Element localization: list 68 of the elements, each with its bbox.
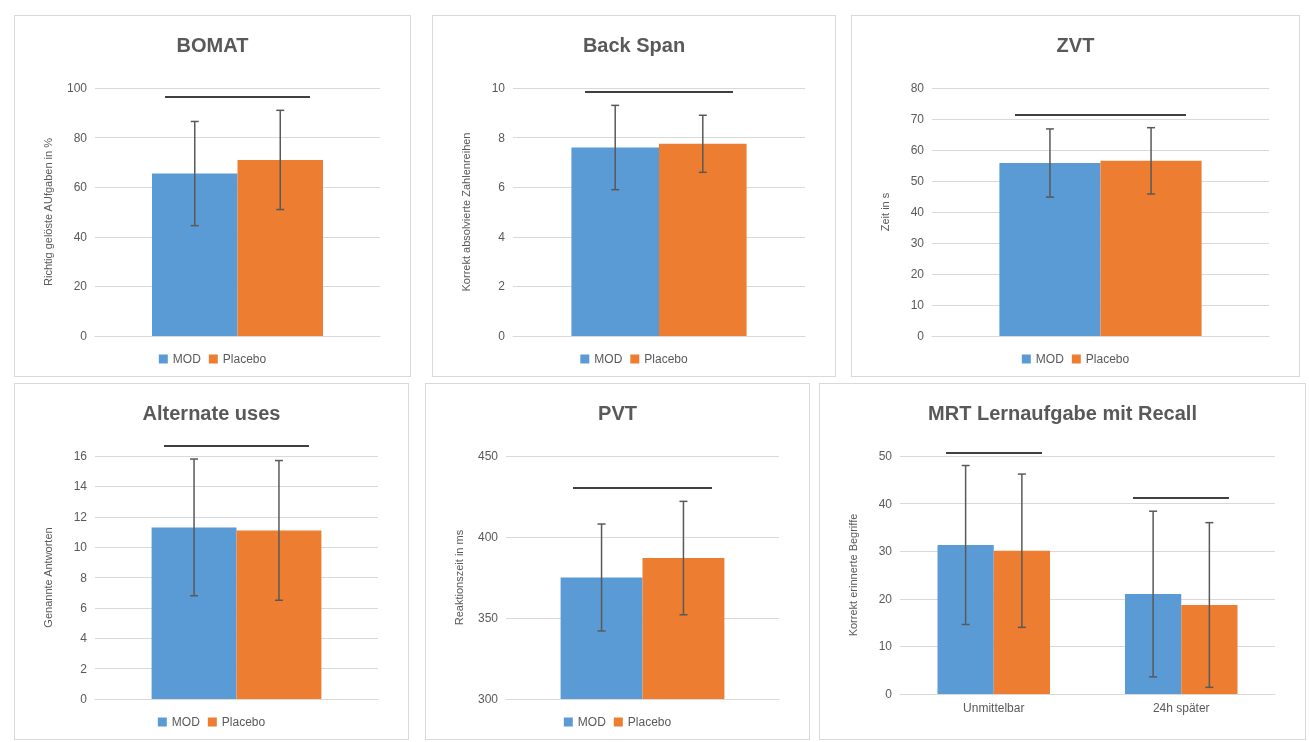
y-tick-label: 350 (477, 611, 499, 625)
y-tick-label: 4 (80, 631, 88, 646)
y-tick-label: 450 (477, 449, 499, 463)
chart-title: Back Span (582, 34, 686, 56)
chart-title: Alternate uses (142, 402, 281, 424)
bar (1125, 594, 1182, 694)
y-tick-label: 16 (73, 449, 88, 463)
y-axis-title: Reaktionszeit in ms (452, 529, 465, 626)
y-tick-label: 70 (910, 112, 925, 126)
y-tick-label: 80 (73, 130, 88, 145)
legend-label: Placebo (1085, 352, 1130, 366)
legend-label: MOD (577, 715, 607, 729)
bar (937, 545, 994, 694)
y-tick-label: 8 (80, 570, 88, 585)
y-tick-label: 30 (910, 236, 925, 250)
bar (1181, 604, 1238, 694)
y-tick-label: 12 (73, 509, 88, 524)
y-axis-title: Richtig gelöste AUfgaben in % (41, 137, 54, 286)
y-tick-label: 0 (498, 329, 506, 343)
y-axis-title: Korrekt absolvierte Zahlenreihen (459, 132, 472, 292)
y-tick-label: 40 (73, 229, 88, 244)
legend-label: MOD (594, 352, 623, 366)
bar (993, 550, 1050, 694)
chart-title: ZVT (1056, 34, 1095, 56)
y-tick-label: 2 (498, 279, 506, 294)
y-tick-label: 4 (498, 229, 506, 244)
y-tick-label: 40 (878, 496, 893, 511)
y-tick-label: 0 (80, 692, 88, 706)
y-tick-label: 20 (73, 279, 88, 294)
y-tick-label: 10 (73, 540, 88, 555)
y-axis-title: Zeit in s (878, 192, 891, 232)
y-tick-label: 20 (878, 591, 893, 606)
y-tick-label: 6 (80, 600, 88, 615)
y-tick-label: 100 (66, 81, 88, 95)
chart-title: MRT Lernaufgabe mit Recall (928, 402, 1197, 424)
legend-label: Placebo (222, 352, 267, 366)
legend-label: Placebo (627, 715, 672, 729)
y-tick-label: 8 (498, 130, 506, 145)
y-tick-label: 10 (491, 81, 506, 95)
legend-label: MOD (171, 715, 201, 729)
legend-label: Placebo (221, 715, 266, 729)
y-tick-label: 14 (73, 479, 88, 494)
y-tick-label: 30 (878, 544, 893, 559)
y-tick-label: 40 (910, 205, 925, 219)
y-tick-label: 60 (73, 180, 88, 195)
y-tick-label: 300 (477, 692, 499, 706)
x-tick-label: Unmittelbar (963, 701, 1025, 715)
x-tick-label: 24h später (1152, 701, 1210, 715)
y-tick-label: 6 (498, 180, 506, 195)
y-tick-label: 50 (910, 174, 925, 188)
legend-label: MOD (172, 352, 202, 366)
y-tick-label: 10 (910, 298, 925, 312)
y-tick-label: 0 (917, 329, 925, 343)
y-tick-label: 400 (477, 530, 499, 544)
y-tick-label: 50 (878, 449, 893, 463)
y-tick-label: 10 (878, 639, 893, 654)
legend-label: MOD (1035, 352, 1065, 366)
y-tick-label: 80 (910, 81, 925, 95)
y-axis-title: Genannte Antworten (41, 527, 54, 628)
legend-label: Placebo (644, 352, 689, 366)
chart-title: PVT (598, 402, 637, 424)
y-tick-label: 0 (80, 329, 88, 343)
y-axis-title: Korrekt erinnerte Begriffe (846, 513, 859, 637)
y-tick-label: 20 (910, 267, 925, 281)
y-tick-label: 60 (910, 143, 925, 157)
y-tick-label: 0 (885, 687, 893, 701)
chart-title: BOMAT (176, 34, 249, 56)
y-tick-label: 2 (80, 661, 88, 676)
